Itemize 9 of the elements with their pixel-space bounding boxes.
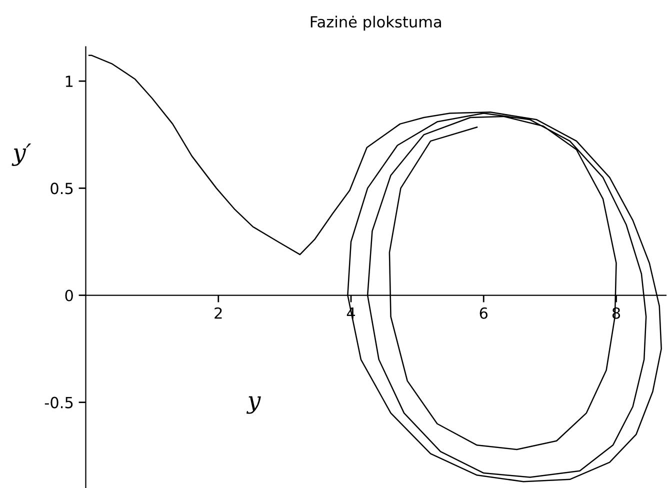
chart-title: Fazinė plokstuma (310, 16, 441, 31)
y-tick-label: -0.5 (44, 396, 73, 408)
x-tick-label: 6 (480, 307, 488, 319)
y-tick-label: 1 (66, 76, 73, 87)
y-tick-label: 0.5 (50, 182, 73, 194)
x-axis-title: y (246, 396, 261, 414)
y-tick-label: 0 (65, 290, 73, 302)
x-tick-label: 2 (214, 307, 222, 319)
y-axis-title: y′ (12, 144, 32, 166)
